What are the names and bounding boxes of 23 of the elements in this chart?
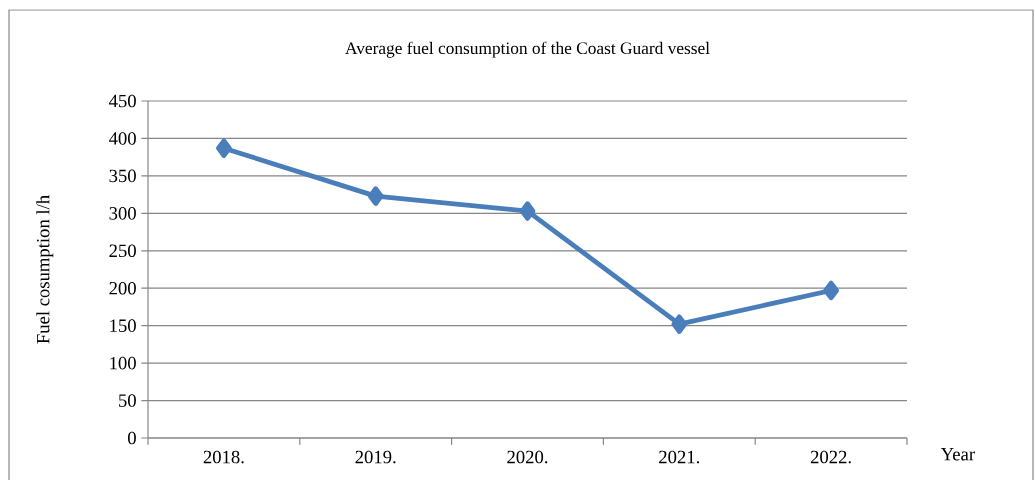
y-tick-label: 450	[108, 94, 136, 108]
point	[367, 186, 384, 206]
y-tick-label: 350	[109, 169, 136, 183]
y-tick-label: 300	[109, 207, 136, 220]
x-tick-label: 2021.	[659, 450, 700, 464]
point	[519, 201, 536, 221]
y-tick-label: 0	[128, 431, 136, 445]
y-tick-label: 200	[109, 281, 136, 295]
y-tick-label: 100	[110, 356, 136, 370]
chart-title: Average fuel consumption of the Coast Guard vessel	[345, 41, 710, 58]
y-tick-label: 400	[108, 132, 136, 145]
point	[671, 314, 688, 334]
x-tick-label: 2018.	[203, 450, 244, 464]
y-tick-label: 250	[109, 244, 136, 258]
point	[216, 138, 232, 158]
point	[823, 280, 839, 301]
y-axis-title: Fuel cosumption l/h	[36, 195, 54, 344]
y-tick-label: 50	[119, 394, 136, 407]
x-tick-label: 2022.	[810, 450, 851, 464]
x-tick-label: 2020.	[507, 450, 548, 464]
x-axis-title: Year	[940, 448, 975, 461]
x-tick-label: 2019.	[355, 450, 396, 464]
y-tick-label: 150	[110, 319, 136, 332]
